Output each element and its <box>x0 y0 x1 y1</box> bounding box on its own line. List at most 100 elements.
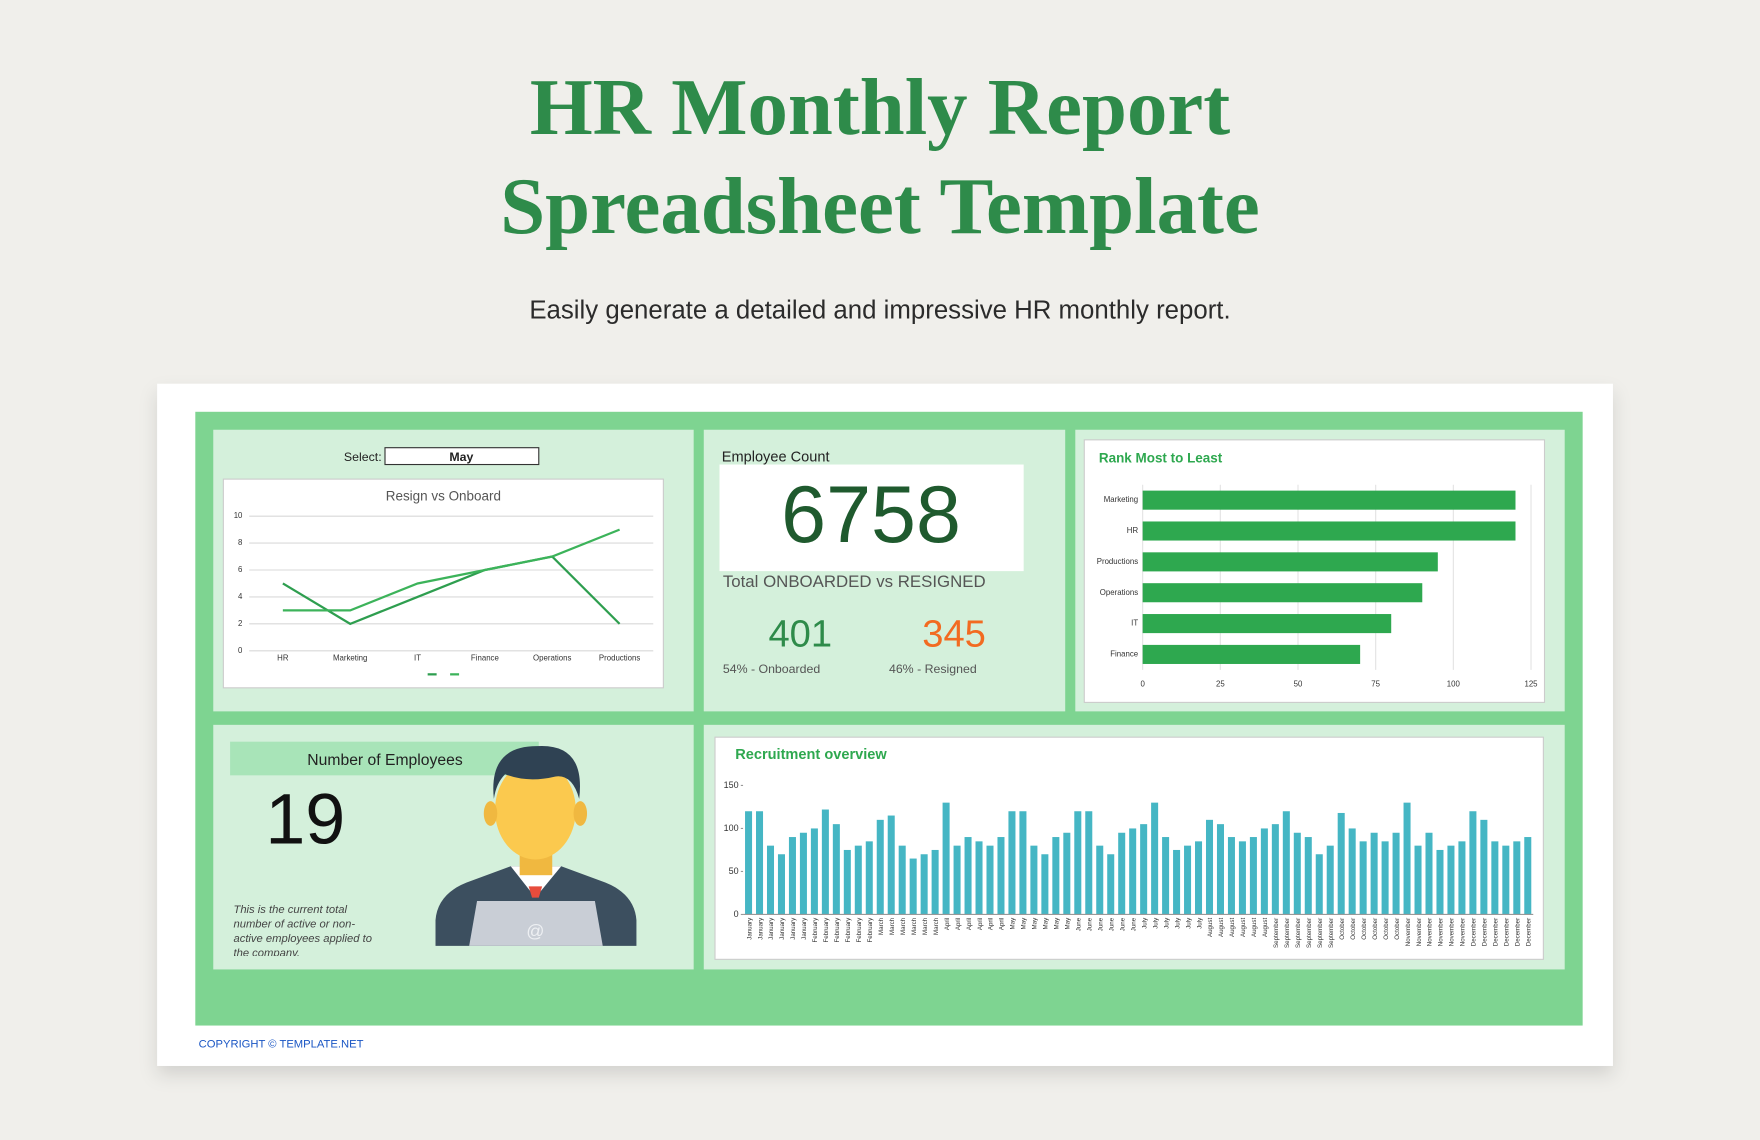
bar <box>997 837 1005 915</box>
x-tick-label: July <box>1141 917 1148 929</box>
x-tick-label: August <box>1218 918 1225 937</box>
x-tick-label: February <box>867 917 874 943</box>
x-tick-label: September <box>1273 918 1280 948</box>
bar <box>1282 811 1290 915</box>
bar <box>986 845 994 915</box>
bar <box>1205 819 1214 915</box>
line-series <box>282 555 621 626</box>
bar <box>1129 828 1137 915</box>
x-tick-label: July <box>1152 917 1159 929</box>
onboarded-value: 401 <box>768 612 832 655</box>
bar <box>1480 819 1488 915</box>
x-tick-label: March <box>889 917 896 935</box>
bar <box>1513 841 1521 915</box>
y-tick-label: Operations <box>1100 588 1138 597</box>
count-box <box>719 464 1024 572</box>
y-tick-label: 0 <box>238 646 243 655</box>
x-tick-label: February <box>856 917 863 943</box>
bar <box>1249 837 1257 915</box>
bar <box>1140 824 1148 915</box>
bar <box>1238 841 1246 915</box>
x-tick-label: Productions <box>599 654 641 663</box>
y-tick-label: 8 <box>238 538 243 547</box>
x-tick-label: November <box>1460 918 1467 946</box>
bar <box>1142 644 1361 664</box>
x-tick-label: August <box>1240 918 1247 937</box>
y-tick-label: 2 <box>238 619 242 628</box>
bar <box>920 854 928 915</box>
y-tick-label: 150 <box>724 780 739 790</box>
x-tick-label: July <box>1196 917 1203 929</box>
bar <box>1096 845 1104 915</box>
x-tick-label: IT <box>414 654 421 663</box>
y-tick-label: Finance <box>1110 650 1139 659</box>
x-tick-label: April <box>966 918 973 930</box>
x-tick-label: May <box>1032 917 1039 930</box>
x-tick-label: July <box>1185 917 1192 929</box>
bar <box>1491 841 1499 915</box>
bar <box>909 858 917 915</box>
description-line: This is the current total <box>233 904 347 916</box>
x-tick-label: December <box>1471 918 1478 946</box>
line-series <box>282 528 621 612</box>
bar <box>931 849 939 915</box>
x-tick-label: August <box>1262 918 1269 937</box>
x-tick-label: Finance <box>471 654 500 663</box>
bar <box>1260 828 1268 915</box>
y-tick-label: Marketing <box>1104 495 1138 504</box>
bar <box>1142 614 1392 634</box>
y-tick-label: 4 <box>238 592 243 601</box>
bar <box>964 837 972 915</box>
y-tick-label: 0 <box>734 909 739 919</box>
bar <box>1041 854 1049 915</box>
bar <box>854 845 862 915</box>
bar <box>1392 832 1400 915</box>
x-tick-label: Operations <box>533 654 571 663</box>
description: This is the current total number of acti… <box>233 904 371 956</box>
bar <box>1359 841 1367 915</box>
bar <box>1469 811 1477 915</box>
x-tick-label: May <box>1065 917 1072 930</box>
title-line: HR Monthly Report <box>530 63 1230 152</box>
bar <box>1436 849 1444 915</box>
bar <box>1052 837 1060 915</box>
bar <box>1107 854 1115 915</box>
x-tick-label: February <box>812 917 819 943</box>
x-tick-label: October <box>1372 918 1379 940</box>
subtitle: Easily generate a detailed and impressiv… <box>529 297 1230 325</box>
bar <box>1030 845 1038 915</box>
x-tick-label: April <box>955 918 962 930</box>
x-tick-label: November <box>1427 918 1434 946</box>
bar <box>1142 583 1423 603</box>
x-tick-label: January <box>768 917 775 940</box>
select-label: Select: <box>344 450 382 464</box>
select-value[interactable]: May <box>449 450 473 464</box>
x-tick-label: December <box>1526 918 1533 946</box>
svg-text:@: @ <box>526 921 544 941</box>
select-box[interactable] <box>384 447 540 466</box>
x-tick-label: November <box>1405 918 1412 946</box>
x-tick-label: June <box>1119 917 1126 931</box>
x-tick-label: March <box>911 917 918 935</box>
bar <box>1414 845 1422 915</box>
bar <box>942 802 950 915</box>
bar <box>1227 837 1235 915</box>
x-tick-label: December <box>1515 918 1522 946</box>
description-line: active employees applied to <box>233 933 371 945</box>
count-label: Employee Count <box>722 450 830 466</box>
bar <box>745 811 753 915</box>
bar <box>843 849 851 915</box>
bar <box>865 841 873 915</box>
x-tick-label: August <box>1229 918 1236 937</box>
bar <box>1293 832 1301 915</box>
y-tick-label: HR <box>1127 526 1139 535</box>
bar <box>1326 845 1334 915</box>
x-tick-label: April <box>944 918 951 930</box>
bar <box>1447 845 1455 915</box>
x-tick-label: June <box>1130 917 1137 931</box>
bar <box>953 845 961 915</box>
bar <box>1337 812 1345 915</box>
bar <box>1074 811 1082 915</box>
x-tick-label: January <box>801 917 808 940</box>
